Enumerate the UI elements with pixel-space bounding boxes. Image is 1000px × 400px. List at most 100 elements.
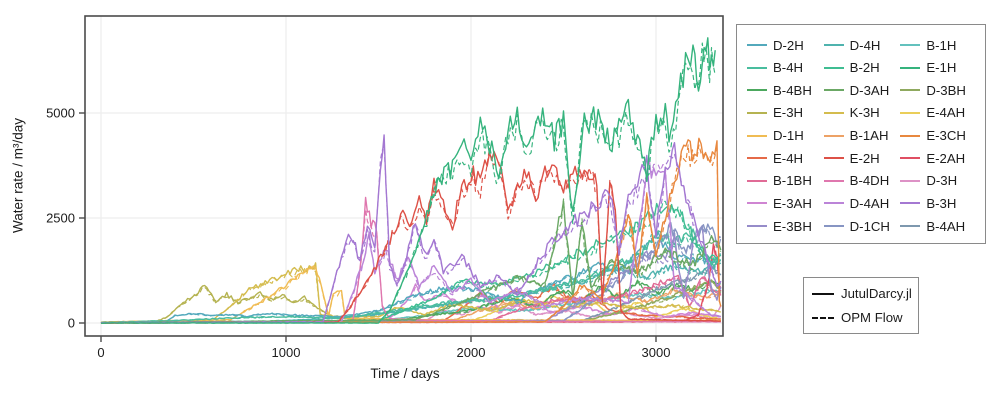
legend-item-b-1h: B-1H xyxy=(900,34,977,56)
y-axis-title: Water rate / m³/day xyxy=(10,117,26,234)
well-label: B-1BH xyxy=(773,173,812,189)
well-label: E-3AH xyxy=(773,195,812,211)
y-tick-label: 0 xyxy=(68,316,75,331)
line-swatch xyxy=(823,202,844,205)
line-swatch xyxy=(900,179,921,182)
line-swatch xyxy=(747,66,767,69)
line-swatch xyxy=(900,44,921,46)
line-swatch xyxy=(823,111,844,114)
well-label: B-4AH xyxy=(926,218,966,234)
well-label: B-1H xyxy=(926,37,957,53)
legend-item-b-1ah: B-1AH xyxy=(823,125,901,147)
legend-item-e-4h: E-4H xyxy=(747,147,824,169)
line-swatch xyxy=(823,66,844,69)
legend-item-b-4h: B-4H xyxy=(747,57,824,79)
well-label: E-2H xyxy=(849,150,880,166)
legend-item-b-4dh: B-4DH xyxy=(823,170,901,192)
legend-item-b-2h: B-2H xyxy=(823,57,901,79)
well-label: E-3BH xyxy=(773,218,812,234)
legend-item-dashed: OPM Flow xyxy=(812,310,910,325)
well-label: B-1AH xyxy=(849,128,889,143)
x-axis-title: Time / days xyxy=(370,366,440,381)
legend-item-d-3h: D-3H xyxy=(900,170,977,192)
legend-item-d-3bh: D-3BH xyxy=(900,79,977,101)
line-swatch xyxy=(747,89,767,92)
legend-item-k-3h: K-3H xyxy=(823,102,901,124)
line-swatch xyxy=(823,157,844,160)
legend-item-b-4bh: B-4BH xyxy=(747,79,824,101)
well-label: E-3H xyxy=(773,105,804,121)
legend-item-d-4h: D-4H xyxy=(823,34,901,56)
legend-item-d-4ah: D-4AH xyxy=(823,192,901,214)
legend-item-e-3h: E-3H xyxy=(747,102,824,124)
line-swatch xyxy=(900,225,921,227)
line-swatch xyxy=(823,134,844,137)
x-tick-label: 0 xyxy=(97,345,104,360)
line-swatch xyxy=(900,66,921,69)
legend-item-d-3ah: D-3AH xyxy=(823,79,901,101)
well-label: K-3H xyxy=(849,105,880,121)
well-label: D-4AH xyxy=(849,195,890,211)
line-swatch xyxy=(823,225,844,227)
well-label: D-4H xyxy=(849,37,881,53)
line-swatch xyxy=(900,89,921,92)
line-swatch xyxy=(747,44,767,46)
well-label: E-3CH xyxy=(926,128,966,143)
line-swatch xyxy=(900,111,921,114)
line-swatch xyxy=(747,225,767,227)
well-label: E-4AH xyxy=(926,105,966,121)
well-label: E-1H xyxy=(926,60,957,76)
line-swatch xyxy=(747,157,767,160)
line-swatch xyxy=(900,202,921,205)
jutuldarcy-line-B-1BH xyxy=(101,274,722,324)
well-label: D-3H xyxy=(926,173,958,189)
well-label: D-3BH xyxy=(926,82,966,98)
y-tick-label: 2500 xyxy=(46,211,75,226)
line-swatch xyxy=(823,179,844,182)
dashed-line-swatch xyxy=(812,316,834,319)
well-label: D-1H xyxy=(773,128,804,143)
legend-item-e-2ah: E-2AH xyxy=(900,147,977,169)
line-swatch xyxy=(900,134,921,137)
line-swatch xyxy=(747,111,767,114)
legend-item-e-2h: E-2H xyxy=(823,147,901,169)
legend-item-d-2h: D-2H xyxy=(747,34,824,56)
line-swatch xyxy=(747,134,767,137)
well-label: D-2H xyxy=(773,37,804,53)
line-swatch xyxy=(823,44,844,46)
legend-item-b-1bh: B-1BH xyxy=(747,170,824,192)
well-label: B-3H xyxy=(926,195,957,211)
line-swatch xyxy=(900,157,921,160)
legend-item-d-1h: D-1H xyxy=(747,125,824,147)
x-tick-label: 2000 xyxy=(457,345,486,360)
legend-item-e-1h: E-1H xyxy=(900,57,977,79)
style-legend: JutulDarcy.jl OPM Flow xyxy=(803,277,919,334)
well-label: E-2AH xyxy=(926,150,966,166)
legend-item-b-3h: B-3H xyxy=(900,192,977,214)
dashed-line-label: OPM Flow xyxy=(841,310,903,325)
legend-item-d-1ch: D-1CH xyxy=(823,215,901,237)
legend-item-e-3ch: E-3CH xyxy=(900,125,977,147)
legend-item-e-3ah: E-3AH xyxy=(747,192,824,214)
jutuldarcy-line-B-4H xyxy=(100,228,721,324)
legend-item-e-4ah: E-4AH xyxy=(900,102,977,124)
line-swatch xyxy=(747,179,767,182)
well-label: E-4H xyxy=(773,150,804,166)
line-swatch xyxy=(823,89,844,92)
well-label: D-3AH xyxy=(849,82,890,98)
legend-item-solid: JutulDarcy.jl xyxy=(812,286,912,301)
wells-legend: D-2H D-4H B-1H B-4H B-2H E-1H B-4BH D-3AH D-3BH E… xyxy=(736,24,986,244)
jutuldarcy-line-E-1H xyxy=(101,37,716,324)
x-tick-label: 1000 xyxy=(272,345,301,360)
solid-line-swatch xyxy=(812,292,834,295)
opm-flow-line-E-1H xyxy=(100,42,716,324)
well-label: B-4H xyxy=(773,60,804,76)
well-label: B-4DH xyxy=(849,173,890,189)
solid-line-label: JutulDarcy.jl xyxy=(841,286,912,301)
well-label: B-4BH xyxy=(773,82,812,98)
legend-item-b-4ah: B-4AH xyxy=(900,215,977,237)
well-label: D-1CH xyxy=(849,218,890,234)
x-tick-label: 3000 xyxy=(642,345,671,360)
